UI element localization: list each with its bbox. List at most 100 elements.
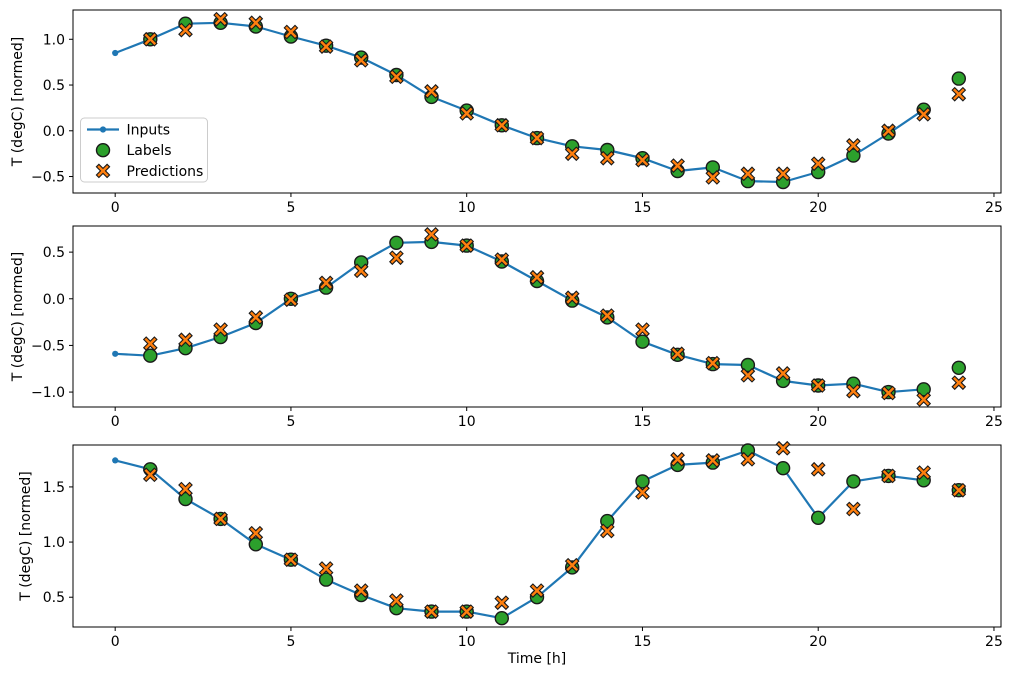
labels-marker [389, 235, 404, 251]
x-tick-label: 10 [458, 414, 476, 430]
legend-predictions-x-icon [95, 163, 111, 179]
predictions-marker [599, 523, 615, 539]
x-tick-label: 0 [111, 200, 120, 216]
labels-marker [846, 148, 861, 163]
y-tick-label: −0.5 [31, 170, 65, 186]
predictions-marker [635, 322, 650, 337]
labels-marker [811, 510, 826, 525]
predictions-marker [283, 552, 299, 568]
subplot-2: 0 5 10 15 20 25 −1.0 −0.5 0.0 0.5 T (degC) [normed… [10, 225, 1003, 430]
predictions-marker [318, 39, 334, 54]
predictions-marker [705, 453, 721, 468]
legend: Inputs Labels Predictions [80, 117, 208, 183]
labels-marker [494, 611, 509, 626]
legend-inputs-dot-icon [99, 126, 107, 133]
predictions-marker [564, 290, 580, 306]
labels-marker [600, 513, 615, 529]
predictions-marker [213, 511, 228, 527]
y-tick-label: −0.5 [31, 338, 65, 354]
x-tick-label: 5 [286, 414, 295, 430]
predictions-marker [389, 250, 404, 266]
predictions-marker [810, 156, 826, 172]
y-tick-label: 0.5 [43, 245, 65, 261]
legend-label: Labels [127, 143, 172, 159]
predictions-marker [916, 392, 932, 407]
predictions-marker [142, 336, 158, 351]
y-tick-label: 0.0 [43, 124, 65, 140]
predictions-marker [178, 481, 193, 497]
predictions-marker [142, 31, 158, 47]
labels-marker [248, 537, 264, 552]
x-tick-label: 0 [111, 414, 120, 430]
predictions-marker [740, 367, 756, 383]
x-tick-label: 20 [809, 634, 827, 650]
labels-marker [846, 474, 861, 489]
axes-frame [72, 9, 1002, 194]
predictions-marker [881, 385, 896, 401]
legend-labels-circle-icon [95, 142, 111, 158]
predictions-marker [775, 440, 791, 456]
labels-marker [951, 71, 966, 86]
y-tick-label: 0.5 [43, 590, 65, 606]
labels-marker [951, 360, 966, 375]
predictions-marker [810, 461, 826, 477]
predictions-marker [916, 106, 932, 122]
inputs-line [114, 449, 925, 620]
predictions-marker [389, 69, 404, 85]
predictions-marker [459, 238, 475, 253]
predictions-marker [283, 292, 299, 308]
predictions-marker [881, 468, 896, 484]
y-axis-label: T (degC) [normed] [18, 471, 34, 602]
x-tick-label: 10 [458, 200, 476, 216]
predictions-marker [248, 525, 264, 541]
predictions-marker [424, 84, 439, 99]
x-axis-label: Time [h] [507, 651, 567, 667]
predictions-marker [318, 561, 334, 576]
predictions-marker [424, 227, 439, 242]
labels-marker [705, 160, 720, 175]
x-tick-label: 10 [458, 634, 476, 650]
labels-marker [178, 491, 193, 507]
predictions-marker [775, 366, 791, 381]
predictions-marker [599, 308, 615, 323]
predictions-marker [775, 166, 791, 182]
predictions-marker [846, 501, 861, 517]
x-tick-label: 25 [985, 200, 1003, 216]
labels-marker [635, 334, 650, 349]
y-tick-label: −1.0 [31, 385, 65, 401]
predictions-marker [424, 604, 439, 619]
predictions-marker [670, 158, 685, 173]
predictions-marker [951, 375, 967, 391]
x-tick-label: 5 [286, 200, 295, 216]
y-axis-label: T (degC) [normed] [10, 252, 26, 383]
predictions-marker [705, 355, 721, 371]
predictions-marker [459, 106, 475, 121]
labels-marker [143, 348, 158, 363]
predictions-marker [810, 378, 826, 393]
predictions-marker [389, 593, 404, 608]
predictions-marker [248, 310, 264, 325]
legend-label: Predictions [127, 164, 204, 180]
predictions-marker [494, 252, 510, 267]
predictions-marker [353, 52, 369, 68]
predictions-marker [494, 595, 510, 611]
labels-marker [775, 461, 791, 476]
labels-marker [635, 474, 650, 489]
predictions-marker [951, 86, 967, 102]
x-tick-label: 15 [634, 414, 652, 430]
y-tick-label: 1.0 [43, 535, 65, 551]
predictions-marker [178, 332, 193, 348]
labels-marker [318, 572, 334, 587]
predictions-marker [283, 24, 299, 40]
predictions-marker [494, 117, 510, 133]
x-tick-label: 0 [111, 634, 120, 650]
predictions-marker [705, 170, 721, 185]
predictions-marker [881, 123, 896, 139]
predictions-marker [635, 152, 650, 168]
predictions-marker [740, 451, 756, 467]
predictions-marker [740, 166, 756, 182]
inputs-marker [112, 457, 119, 464]
predictions-marker [599, 150, 615, 166]
